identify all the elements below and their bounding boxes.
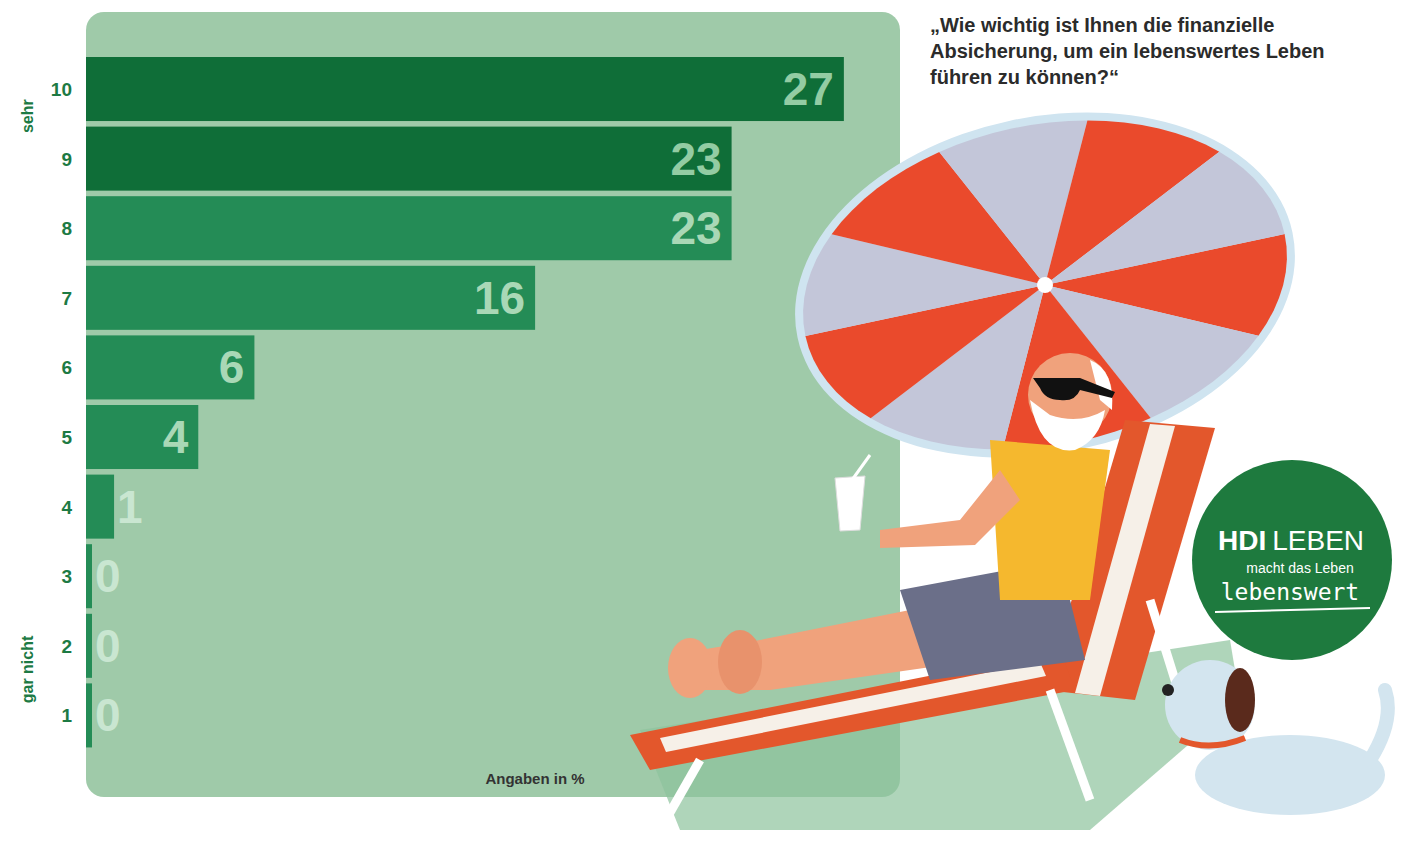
data-label: 16 — [474, 272, 525, 324]
axis-end-label: gar nicht — [19, 635, 36, 703]
data-label: 0 — [95, 620, 121, 672]
bar — [86, 614, 92, 678]
bar — [86, 544, 92, 608]
beard — [1030, 400, 1105, 450]
foot — [668, 638, 712, 698]
foot — [718, 630, 762, 694]
dog-tail — [1370, 690, 1388, 760]
axis-title: Angaben in % — [485, 770, 584, 787]
canopy-edge — [763, 68, 1328, 502]
category-label: 10 — [51, 79, 72, 100]
bar — [86, 196, 732, 260]
category-label: 8 — [61, 218, 72, 239]
category-label: 5 — [61, 427, 72, 448]
data-label: 27 — [783, 63, 834, 115]
logo-claim: macht das Leben — [1246, 560, 1353, 576]
shirt — [990, 440, 1110, 600]
dog-nose — [1162, 684, 1174, 696]
sunglasses — [1033, 378, 1115, 400]
category-label: 9 — [61, 149, 72, 170]
bar — [86, 57, 844, 121]
title-line: „Wie wichtig ist Ihnen die finanzielle — [930, 14, 1274, 36]
bar — [86, 335, 254, 399]
bar — [86, 683, 92, 747]
logo-underline — [1215, 608, 1370, 612]
bars — [86, 57, 844, 747]
canopy-segment — [1045, 152, 1285, 285]
dog-collar — [1180, 738, 1245, 746]
chair-leg — [1050, 690, 1090, 800]
data-label: 23 — [670, 133, 721, 185]
labels: 1027923823716665441302010 — [51, 63, 834, 741]
logo-name: HDI — [1218, 525, 1266, 556]
arm — [880, 470, 1020, 548]
bar — [86, 127, 732, 191]
bar — [86, 405, 198, 469]
category-label: 7 — [61, 288, 72, 309]
bar — [86, 475, 114, 539]
illustration — [630, 68, 1388, 830]
dog-head — [1165, 660, 1255, 750]
straw — [852, 455, 870, 480]
title-line: Absicherung, um ein lebenswertes Leben — [930, 40, 1325, 62]
category-label: 2 — [61, 636, 72, 657]
logo-claim: lebenswert — [1221, 579, 1359, 605]
logo-badge — [1192, 460, 1392, 660]
category-label: 1 — [61, 705, 72, 726]
data-label: 23 — [670, 202, 721, 254]
logo-title: HDILEBEN — [1218, 525, 1364, 556]
title-line: führen zu können?“ — [930, 66, 1119, 88]
logo: HDILEBEN macht das Leben lebenswert — [1192, 460, 1392, 660]
bar — [86, 266, 535, 330]
data-label: 0 — [95, 689, 121, 741]
category-label: 6 — [61, 357, 72, 378]
category-label: 4 — [61, 497, 72, 518]
data-label: 0 — [95, 550, 121, 602]
canopy-tip — [1037, 277, 1053, 293]
axis-end-label: sehr — [19, 99, 36, 133]
category-label: 3 — [61, 566, 72, 587]
title: „Wie wichtig ist Ihnen die finanzielle Ab… — [930, 14, 1325, 88]
chair-leg — [660, 760, 700, 830]
data-label: 4 — [163, 411, 189, 463]
dog-ear — [1225, 668, 1255, 732]
data-label: 6 — [219, 341, 245, 393]
data-label: 1 — [117, 481, 143, 533]
glass — [835, 476, 865, 531]
logo-line: LEBEN — [1272, 525, 1364, 556]
